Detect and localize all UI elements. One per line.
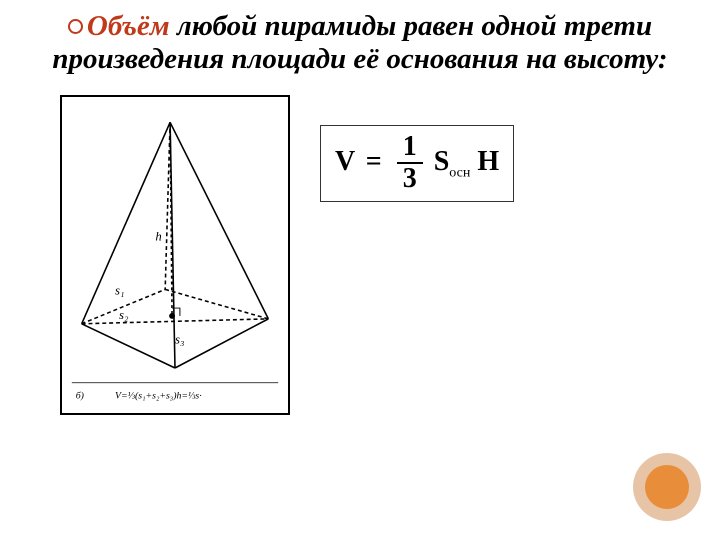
heading: Объём любой пирамиды равен одной трети п… [30,10,690,77]
label-s1: s₁ [115,283,124,297]
formula-H: H [477,146,499,177]
slide: Объём любой пирамиды равен одной трети п… [0,0,720,540]
formula-box: V = 1 3 Sосн H [320,125,514,203]
heading-emph: Объём [87,10,170,42]
volume-formula: V = 1 3 Sосн H [335,146,499,177]
formula-region: V = 1 3 Sосн H [320,95,514,203]
bullet-icon [68,19,83,34]
formula-S: S [434,146,450,177]
corner-decor [632,452,702,522]
label-s2: s₂ [119,308,129,322]
pyramid-figure: h s₁ s₂ s₃ б) V=⅓(s₁+s₂+s₃)h=⅓s· [60,95,290,415]
formula-eq: = [366,146,382,177]
content-row: h s₁ s₂ s₃ б) V=⅓(s₁+s₂+s₃)h=⅓s· V = 1 3 [30,95,690,415]
label-s3: s₃ [175,332,184,346]
corner-circles-icon [632,452,702,522]
formula-S-sub: осн [449,166,470,181]
formula-frac: 1 3 [397,132,423,196]
figure-caption: V=⅓(s₁+s₂+s₃)h=⅓s· [115,390,202,401]
label-h: h [155,229,161,243]
formula-den: 3 [397,164,423,195]
pyramid-svg: h s₁ s₂ s₃ б) V=⅓(s₁+s₂+s₃)h=⅓s· [62,97,288,413]
formula-lhs: V [335,146,355,177]
panel-label: б) [76,390,84,401]
formula-num: 1 [397,132,423,165]
